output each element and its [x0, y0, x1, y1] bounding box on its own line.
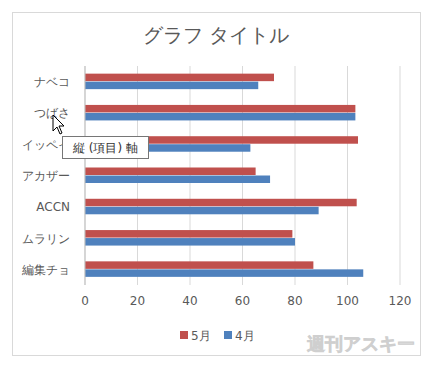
watermark: 週刊アスキー	[306, 333, 415, 354]
legend-label: 4月	[235, 329, 255, 343]
category-label: ナベコ	[34, 75, 70, 89]
chart-title: グラフ タイトル	[143, 23, 289, 47]
cursor	[53, 115, 64, 134]
grid-line	[347, 66, 348, 285]
bar	[85, 176, 270, 184]
bar	[85, 82, 258, 90]
tooltip-box	[63, 137, 149, 159]
category-label: アカザー	[22, 169, 70, 183]
bar	[85, 238, 295, 246]
bar	[85, 269, 363, 277]
tick-label: 0	[81, 294, 89, 308]
tick-label: 20	[130, 294, 145, 308]
bar	[85, 261, 313, 269]
legend-swatch	[180, 331, 188, 339]
category-label: ムラリン	[22, 232, 70, 246]
tick-label: 100	[336, 294, 359, 308]
tick-label: 60	[235, 294, 250, 308]
chart-svg: グラフ タイトル020406080100120ナベコつばさイッペイアカザーACC…	[0, 0, 435, 370]
bar	[85, 105, 355, 113]
chart-frame	[13, 13, 421, 356]
tooltip-text: 縦 (項目) 軸	[72, 141, 138, 155]
category-label: ACCN	[36, 200, 70, 214]
bar	[85, 168, 256, 176]
legend-label: 5月	[191, 329, 211, 343]
category-label: つばさ	[34, 106, 70, 120]
bar	[85, 113, 355, 121]
bars	[85, 74, 363, 277]
category-label: 編集チョ	[21, 263, 70, 277]
bar	[85, 207, 319, 215]
grid-line	[400, 66, 401, 285]
bar	[85, 199, 357, 207]
tick-label: 120	[389, 294, 412, 308]
axis-line	[85, 66, 86, 285]
grid-line	[295, 66, 296, 285]
tick-label: 80	[287, 294, 302, 308]
bar	[85, 230, 292, 238]
bar	[85, 74, 274, 82]
tick-label: 40	[182, 294, 197, 308]
grid-line	[85, 66, 86, 285]
chart-root: グラフ タイトル020406080100120ナベコつばさイッペイアカザーACC…	[0, 0, 435, 370]
legend-swatch	[224, 331, 232, 339]
